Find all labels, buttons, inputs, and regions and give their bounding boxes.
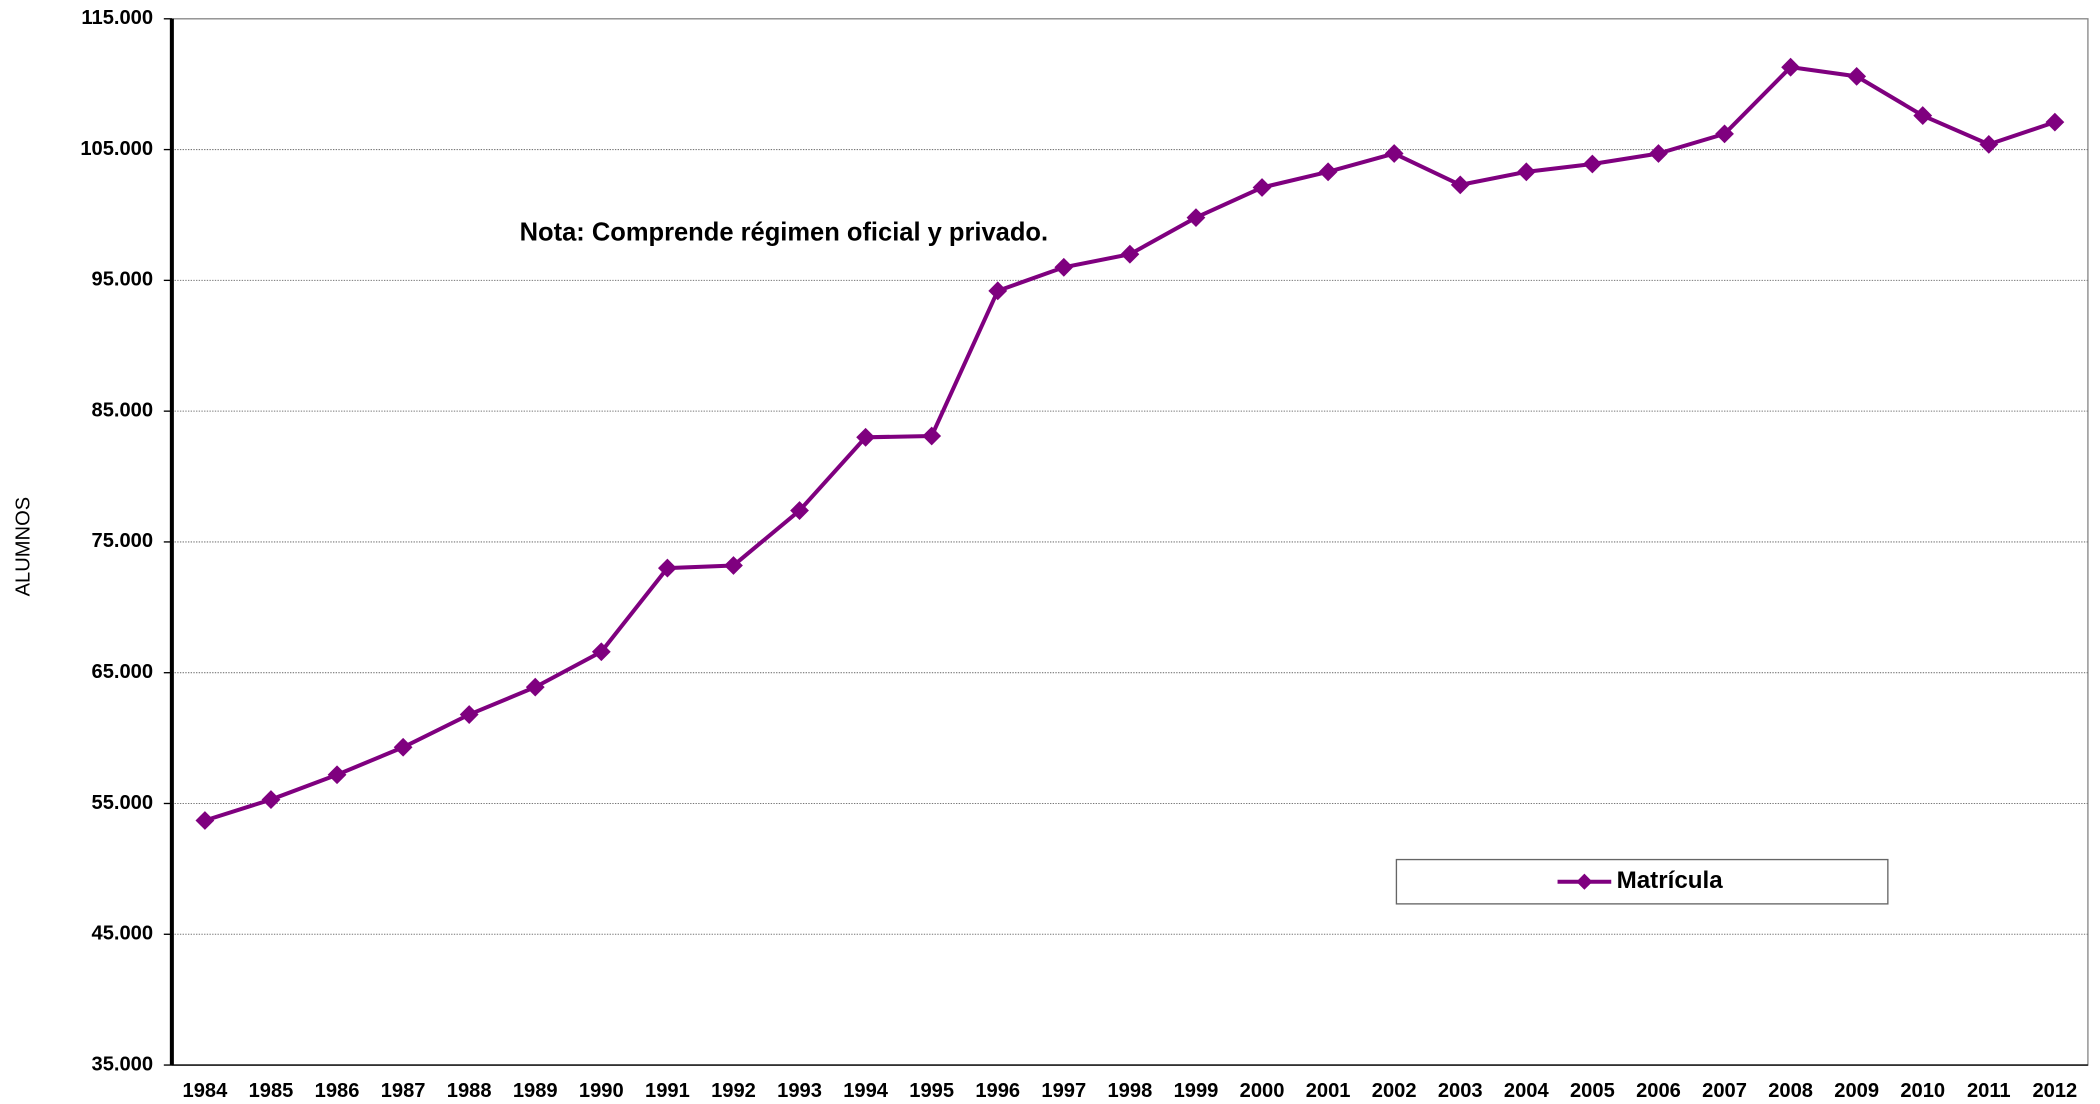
x-tick-label: 1986 (315, 1080, 360, 1102)
data-point (525, 677, 545, 697)
x-tick-label: 2012 (2032, 1080, 2077, 1102)
y-tick-label: 55.000 (92, 792, 154, 814)
x-tick-label: 1991 (645, 1080, 690, 1102)
y-tick-label: 45.000 (92, 923, 154, 945)
x-tick-label: 2007 (1702, 1080, 1747, 1102)
x-tick-label: 1985 (249, 1080, 294, 1102)
x-tick-label: 2004 (1504, 1080, 1550, 1102)
data-point (1516, 162, 1536, 182)
x-tick-label: 1990 (579, 1080, 624, 1102)
x-tick-label: 1998 (1108, 1080, 1153, 1102)
x-tick-label: 2000 (1240, 1080, 1285, 1102)
y-axis-label: ALUMNOS (12, 497, 34, 597)
x-tick-label: 1994 (843, 1080, 889, 1102)
data-point (1781, 57, 1800, 77)
data-point (261, 790, 281, 809)
x-tick-label: 2001 (1306, 1080, 1351, 1102)
data-point (1979, 134, 1999, 154)
x-tick-label: 2002 (1372, 1080, 1417, 1102)
data-point (657, 558, 677, 578)
data-point (1913, 106, 1933, 125)
data-point (1847, 66, 1867, 86)
x-tick-label: 1999 (1174, 1080, 1219, 1102)
x-tick-label: 1989 (513, 1080, 558, 1102)
x-tick-label: 1988 (447, 1080, 492, 1102)
y-tick-label: 95.000 (92, 269, 154, 291)
x-tick-label: 2011 (1967, 1080, 2011, 1102)
x-tick-label: 1996 (975, 1080, 1020, 1102)
x-tick-label: 2005 (1570, 1080, 1615, 1102)
data-point (1582, 154, 1602, 174)
y-tick-label: 35.000 (92, 1053, 154, 1075)
data-point (1450, 175, 1470, 195)
data-point (790, 501, 809, 520)
y-tick-label: 85.000 (92, 399, 154, 421)
legend-marker (1576, 873, 1593, 890)
x-tick-label: 2009 (1834, 1080, 1879, 1102)
data-point (2045, 112, 2065, 132)
x-tick-label: 1997 (1041, 1080, 1086, 1102)
x-tick-label: 1995 (909, 1080, 954, 1102)
x-tick-label: 1992 (711, 1080, 756, 1102)
y-tick-label: 105.000 (80, 138, 153, 160)
y-tick-label: 65.000 (92, 661, 154, 683)
x-tick-label: 1993 (777, 1080, 822, 1102)
x-tick-label: 2003 (1438, 1080, 1483, 1102)
annotation: Nota: Comprende régimen oficial y privad… (520, 218, 1048, 246)
y-tick-label: 115.000 (81, 7, 153, 29)
legend-label: Matrícula (1617, 867, 1724, 894)
data-point (591, 642, 611, 662)
data-point (988, 281, 1008, 301)
data-point (1649, 144, 1668, 163)
x-tick-label: 2010 (1900, 1080, 1945, 1102)
data-point (195, 811, 215, 830)
data-point (393, 737, 413, 757)
data-point (724, 556, 743, 575)
x-tick-label: 1987 (381, 1080, 426, 1102)
x-tick-label: 1984 (183, 1080, 229, 1102)
y-tick-label: 75.000 (92, 530, 154, 552)
data-point (459, 705, 479, 724)
data-point (327, 765, 347, 785)
legend-box (1395, 858, 1889, 905)
x-tick-label: 2008 (1768, 1080, 1813, 1102)
x-tick-label: 2006 (1636, 1080, 1681, 1102)
data-point (922, 426, 942, 446)
